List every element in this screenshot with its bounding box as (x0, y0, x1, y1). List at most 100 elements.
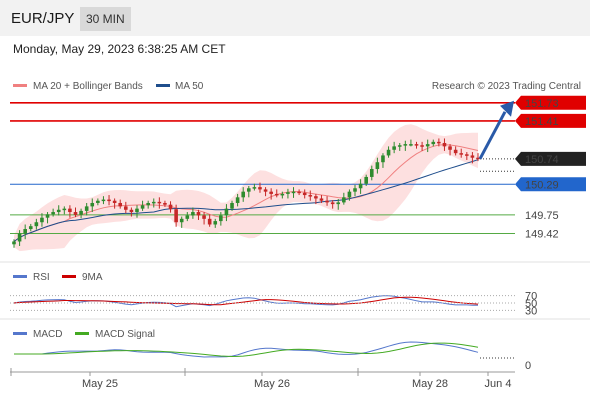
candle-body (185, 215, 190, 219)
ma50-legend-swatch (156, 84, 170, 87)
candle-body (224, 208, 229, 216)
candle-body (219, 215, 223, 222)
price-level-labels: 151.73 151.41 150.74 150.29 149.75 149.42 (515, 95, 586, 241)
macd-signal-legend-label: MACD Signal (95, 329, 155, 340)
moving-averages (13, 144, 479, 242)
candle-body (442, 142, 447, 147)
candle-body (336, 202, 341, 205)
credit-label: Research © 2023 Trading Central (432, 81, 581, 92)
rsi-level-label: 30 (525, 305, 537, 317)
candle-body (358, 183, 363, 189)
rsi-level-label: 70 (525, 291, 537, 303)
candle-body (73, 212, 78, 215)
candle-body (437, 141, 441, 144)
candle-body (420, 145, 424, 147)
price-level-box (515, 177, 586, 192)
chart-header: EUR/JPY 30 MIN (0, 0, 590, 36)
rsi-legend-label: RSI (33, 272, 50, 283)
price-levels (10, 101, 515, 235)
forecast-arrow-head (500, 100, 514, 117)
candle-body (146, 202, 150, 206)
candle-body (364, 176, 368, 184)
candle-body (135, 208, 139, 213)
candlesticks (12, 138, 480, 248)
rsi-ma-legend-label: 9MA (82, 272, 103, 283)
price-level-label-149.75: 149.75 (525, 210, 559, 222)
x-axis-label: Jun 4 (485, 378, 512, 390)
candle-body (263, 189, 268, 192)
candle-body (409, 144, 413, 146)
candle-body (381, 155, 385, 163)
ma20-line (13, 144, 479, 242)
candle-body (140, 205, 145, 209)
candle-body (207, 218, 212, 225)
candle-body (101, 199, 106, 202)
price-level-label-149.42: 149.42 (525, 229, 559, 241)
candle-body (51, 212, 55, 215)
price-level-label-150.29: 150.29 (525, 179, 559, 191)
timeframe-badge[interactable]: 30 MIN (80, 7, 131, 31)
candle-body (23, 229, 27, 234)
candle-body (476, 157, 480, 160)
bollinger-bands (14, 124, 478, 252)
candle-body (191, 212, 195, 216)
candle-body (151, 201, 156, 204)
macd-legend-swatch (13, 332, 27, 335)
macd-signal-line (14, 342, 479, 358)
candle-body (28, 226, 33, 230)
rsi-level-label: 50 (525, 298, 537, 310)
candle-body (118, 202, 123, 207)
candle-body (124, 206, 128, 210)
candle-body (465, 154, 469, 156)
candle-body (40, 217, 44, 223)
candle-body (45, 214, 50, 218)
candle-body (107, 199, 111, 202)
price-level-label-151.41: 151.41 (525, 116, 559, 128)
x-axis-label: May 25 (82, 378, 118, 390)
candle-body (397, 145, 402, 147)
candle-body (235, 197, 240, 203)
candle-body (112, 200, 117, 203)
price-level-box (515, 151, 586, 166)
rsi-ma-line (13, 296, 479, 306)
macd-levels: 0 (480, 357, 531, 372)
candle-body (17, 233, 22, 242)
candle-body (12, 241, 16, 245)
candle-body (308, 195, 313, 197)
candle-body (168, 204, 173, 210)
candle-body (90, 202, 95, 207)
rsi-ma-legend-swatch (62, 275, 76, 278)
candle-body (302, 192, 307, 196)
candle-body (258, 187, 262, 190)
candle-body (269, 191, 273, 194)
macd-lines (14, 341, 479, 358)
candle-body (297, 191, 301, 194)
candle-body (347, 191, 352, 198)
candle-body (241, 191, 246, 198)
macd-signal-legend-swatch (75, 332, 89, 335)
bollinger-band-area (14, 124, 478, 252)
price-level-label-151.73: 151.73 (525, 98, 559, 110)
candle-body (314, 196, 318, 199)
ma20-legend-swatch (13, 84, 27, 87)
candle-body (453, 149, 458, 154)
candle-body (392, 146, 396, 150)
candle-body (375, 162, 380, 170)
candle-body (163, 202, 167, 205)
candle-body (179, 218, 184, 223)
candle-body (174, 209, 178, 223)
candle-body (353, 188, 357, 192)
candle-body (431, 141, 436, 145)
candle-body (274, 193, 279, 196)
candle-body (425, 144, 430, 147)
candle-body (56, 209, 61, 213)
candle-body (202, 215, 206, 219)
candle-body (403, 144, 408, 146)
candle-body (96, 200, 100, 203)
price-level-box (515, 95, 586, 110)
macd-legend-label: MACD (33, 329, 62, 340)
candle-body (213, 221, 218, 225)
candle-body (129, 209, 134, 213)
